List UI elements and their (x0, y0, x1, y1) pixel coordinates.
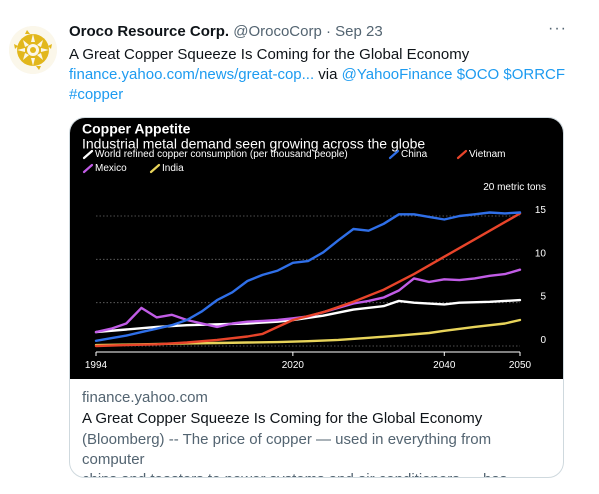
y-axis-ticks: 0 5 10 15 (535, 205, 547, 346)
tweet-text-line: #copper (69, 85, 579, 105)
article-link[interactable]: finance.yahoo.com/news/great-cop... (69, 66, 315, 83)
more-horizontal-icon[interactable]: ··· (548, 20, 567, 37)
link-card[interactable]: Copper Appetite Industrial metal demand … (69, 117, 564, 478)
legend-swatch (82, 163, 94, 174)
x-tick-label: 2050 (509, 360, 532, 371)
chart-title: Copper Appetite (82, 120, 191, 136)
author-handle[interactable]: @OrocoCorp (233, 23, 322, 40)
avatar[interactable] (9, 26, 57, 74)
legend-swatch (149, 163, 161, 174)
cashtag-oco[interactable]: $OCO (456, 66, 500, 83)
chart-series (94, 211, 522, 348)
y-tick-label: 15 (535, 205, 547, 216)
series-line-china (94, 211, 522, 343)
author-name[interactable]: Oroco Resource Corp. (69, 23, 230, 40)
y-tick-label: 0 (540, 335, 546, 346)
legend-label: India (162, 163, 184, 174)
x-tick-label: 2020 (282, 360, 305, 371)
card-description-line: (Bloomberg) -- The price of copper — use… (82, 431, 492, 468)
x-tick-label: 2040 (433, 360, 456, 371)
chart-legend: World refined copper consumption (per th… (82, 149, 506, 174)
x-axis: 1994 2020 2040 2050 (85, 351, 532, 371)
y-tick-label: 5 (540, 292, 546, 303)
card-description-line: chips and toasters to power systems and … (82, 470, 554, 477)
copper-demand-chart: Copper Appetite Industrial metal demand … (82, 120, 547, 371)
legend-label: China (401, 149, 428, 160)
tweet-header: Oroco Resource Corp. @OrocoCorp · Sep 23 (69, 22, 383, 42)
separator-dot: · (325, 23, 331, 40)
tweet-text-line: finance.yahoo.com/news/great-cop... via … (69, 65, 579, 85)
card-image-chart[interactable]: Copper Appetite Industrial metal demand … (70, 118, 563, 379)
mention-link[interactable]: @YahooFinance (341, 66, 453, 83)
chart-subtitle: Industrial metal demand seen growing acr… (82, 135, 425, 151)
tweet-date[interactable]: Sep 23 (335, 23, 383, 40)
chart-unit-label: 20 metric tons (483, 182, 546, 193)
card-description: (Bloomberg) -- The price of copper — use… (82, 430, 554, 477)
x-tick-label: 1994 (85, 360, 108, 371)
legend-label: Vietnam (469, 149, 506, 160)
oroco-logo-icon (9, 26, 57, 74)
legend-swatch (456, 149, 468, 160)
via-text: via (314, 66, 342, 83)
cashtag-orrcf[interactable]: $ORRCF (503, 66, 566, 83)
card-meta: finance.yahoo.com A Great Copper Squeeze… (82, 388, 554, 477)
tweet-text: A Great Copper Squeeze Is Coming for the… (69, 45, 579, 105)
series-line-mexico (94, 268, 522, 334)
hashtag-copper[interactable]: #copper (69, 86, 124, 103)
legend-label: Mexico (95, 163, 127, 174)
card-title: A Great Copper Squeeze Is Coming for the… (82, 410, 483, 427)
series-line-india (94, 318, 522, 347)
legend-swatch (82, 149, 94, 160)
legend-swatch (388, 149, 400, 160)
chart-grid (96, 215, 520, 347)
card-domain: finance.yahoo.com (82, 389, 208, 406)
tweet-text-line: A Great Copper Squeeze Is Coming for the… (69, 46, 470, 63)
series-line-world (94, 298, 522, 334)
legend-label: World refined copper consumption (per th… (95, 149, 348, 160)
series-line-vietnam (94, 212, 522, 348)
y-tick-label: 10 (535, 248, 547, 259)
